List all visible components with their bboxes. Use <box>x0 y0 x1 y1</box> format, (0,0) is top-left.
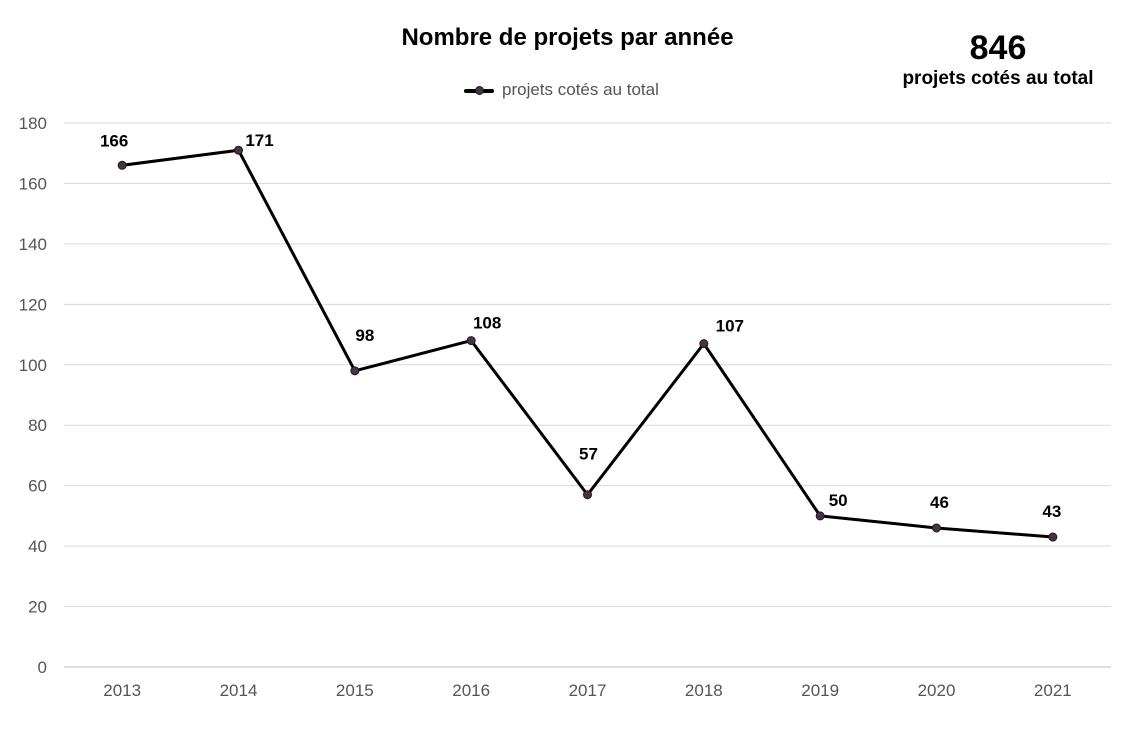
x-tick-label: 2015 <box>336 681 374 700</box>
data-label: 46 <box>930 493 949 512</box>
x-tick-label: 2020 <box>918 681 956 700</box>
x-tick-label: 2016 <box>452 681 490 700</box>
data-label: 43 <box>1042 502 1061 521</box>
series-line <box>120 148 1055 539</box>
y-tick-label: 20 <box>28 598 47 617</box>
x-tick-label: 2017 <box>569 681 607 700</box>
data-point <box>1048 532 1058 542</box>
y-tick-label: 160 <box>19 174 47 193</box>
x-tick-label: 2014 <box>220 681 258 700</box>
data-label: 166 <box>100 131 128 150</box>
kpi-value: 846 <box>969 29 1027 67</box>
data-label: 107 <box>716 317 744 336</box>
y-tick-label: 180 <box>19 114 47 133</box>
legend-swatch-icon <box>462 80 496 100</box>
y-tick-label: 140 <box>19 235 47 254</box>
data-label: 108 <box>473 314 501 333</box>
y-tick-label: 80 <box>28 416 47 435</box>
x-tick-label: 2021 <box>1034 681 1072 700</box>
legend-label: projets cotés au total <box>502 80 659 99</box>
data-point <box>932 523 941 533</box>
total-projects-kpi: 846 projets cotés au total <box>878 30 1118 92</box>
kpi-label: projets cotés au total <box>902 68 1094 89</box>
data-point <box>117 160 127 170</box>
y-tick-label: 40 <box>28 537 47 556</box>
y-tick-label: 0 <box>38 658 47 677</box>
data-label: 57 <box>579 445 598 464</box>
data-label: 98 <box>355 326 374 345</box>
data-point <box>699 339 709 349</box>
data-label: 171 <box>245 131 273 150</box>
data-point <box>234 145 243 155</box>
data-point <box>350 366 360 376</box>
data-point <box>583 490 592 500</box>
chart-legend: projets cotés au total <box>462 80 659 100</box>
x-tick-label: 2019 <box>801 681 839 700</box>
y-tick-label: 120 <box>19 295 47 314</box>
y-tick-label: 100 <box>19 356 47 375</box>
data-label: 50 <box>829 491 848 510</box>
y-tick-label: 60 <box>28 477 47 496</box>
x-tick-label: 2013 <box>103 681 141 700</box>
data-point <box>466 336 476 346</box>
data-point <box>815 511 825 521</box>
x-tick-label: 2018 <box>685 681 723 700</box>
chart-title: Nombre de projets par année <box>401 24 734 51</box>
